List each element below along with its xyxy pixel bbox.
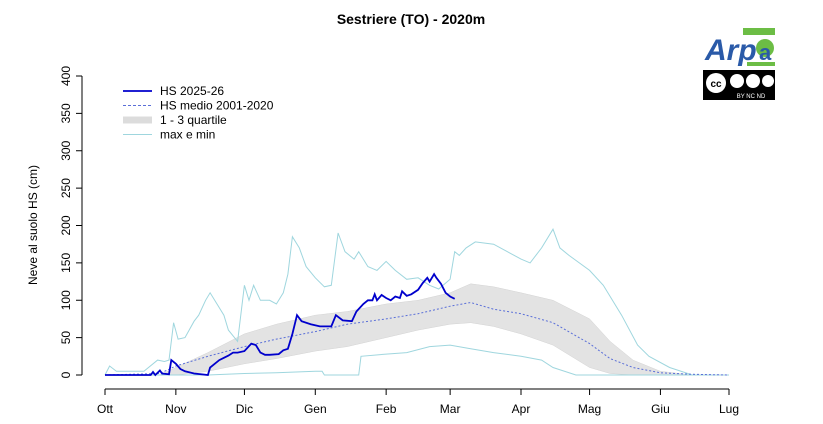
legend-label: 1 - 3 quartile [160, 113, 227, 127]
x-tick-label: Nov [165, 402, 186, 416]
x-tick-label: Mag [578, 402, 601, 416]
arpa-logo: Arp a cc BY NC ND [703, 28, 775, 100]
x-tick-label: Ott [97, 402, 114, 416]
chart-title: Sestriere (TO) - 2020m [337, 11, 485, 27]
y-tick-label: 250 [59, 178, 73, 198]
x-tick-label: Apr [512, 402, 531, 416]
x-tick-label: Dic [236, 402, 253, 416]
y-tick-label: 200 [59, 215, 73, 235]
svg-text:Arp: Arp [704, 34, 757, 67]
svg-text:a: a [759, 40, 772, 65]
axes: 0 50 100 150 200 250 300 350 400 Ott Nov Dic Gen Feb M… [59, 66, 739, 416]
legend-label: HS 2025-26 [160, 84, 224, 98]
current-season-line [105, 272, 456, 377]
x-tick-label: Giu [651, 402, 670, 416]
y-tick-label: 150 [59, 253, 73, 273]
y-tick-label: 400 [59, 66, 73, 86]
max-line [104, 228, 729, 376]
x-tick-label: Gen [304, 402, 327, 416]
min-line [105, 344, 729, 376]
y-tick-label: 350 [59, 103, 73, 123]
svg-text:BY NC ND: BY NC ND [737, 94, 766, 100]
x-tick-label: Mar [440, 402, 461, 416]
y-tick-label: 300 [59, 140, 73, 160]
quartile-band [159, 283, 693, 376]
y-tick-label: 0 [59, 371, 73, 378]
median-line [104, 301, 730, 376]
x-tick-label: Feb [376, 402, 397, 416]
x-tick-label: Lug [719, 402, 739, 416]
svg-text:cc: cc [710, 79, 722, 90]
legend-label: HS medio 2001-2020 [160, 99, 274, 113]
y-axis-label: Neve al suolo HS (cm) [26, 165, 40, 285]
y-tick-label: 100 [59, 290, 73, 310]
legend-label: max e min [160, 128, 215, 142]
y-tick-label: 50 [59, 331, 73, 345]
plot-area [104, 228, 730, 377]
